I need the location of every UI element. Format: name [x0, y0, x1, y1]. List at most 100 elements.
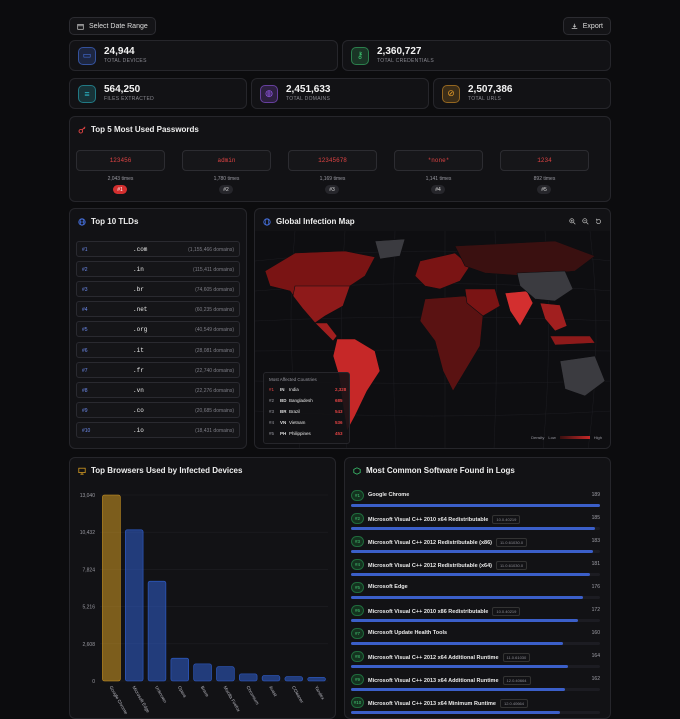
tld-rank: #8 — [82, 387, 88, 394]
tld-rank: #7 — [82, 367, 88, 374]
software-row[interactable]: #9 Microsoft Visual C++ 2013 x64 Addition… — [351, 672, 603, 692]
tld-name: .br — [133, 286, 144, 294]
x-tick-label: Unknown — [154, 685, 168, 704]
browsers-title: Top Browsers Used by Infected Devices — [91, 466, 243, 475]
software-name: Google Chrome — [368, 492, 410, 498]
density-label: Density — [531, 435, 545, 440]
tld-row[interactable]: #5 .org (40,549 domains) — [76, 321, 240, 338]
password-tile[interactable]: 1234 — [500, 150, 589, 171]
bar-2 — [147, 580, 167, 682]
affected-countries-title: Most Affected Countries — [269, 377, 317, 382]
zoom-out-icon[interactable] — [582, 218, 589, 225]
zoom-in-icon[interactable] — [569, 218, 576, 225]
country-count: 536 — [335, 420, 343, 425]
map-region-china[interactable] — [516, 270, 574, 302]
password-rank-badge: #1 — [113, 185, 127, 194]
software-row[interactable]: #6 Microsoft Visual C++ 2010 x86 Redistri… — [351, 603, 603, 623]
map-region-central-america[interactable] — [314, 322, 338, 342]
tld-rank: #10 — [82, 427, 91, 434]
software-name: Microsoft Update Health Tools — [368, 630, 448, 636]
password-tile[interactable]: 123456 — [76, 150, 165, 171]
software-row[interactable]: #5 Microsoft Edge 176 — [351, 580, 603, 600]
y-tick-label: 10,432 — [80, 530, 96, 536]
software-name-wrap: Microsoft Visual C++ 2013 x64 Additional… — [368, 676, 531, 685]
software-name: Microsoft Visual C++ 2013 x64 Minimum Ru… — [368, 701, 496, 707]
software-count: 176 — [591, 584, 600, 590]
bar-0 — [102, 494, 121, 682]
software-row[interactable]: #10 Microsoft Visual C++ 2013 x64 Minimum… — [351, 695, 603, 715]
software-name: Microsoft Visual C++ 2010 x64 Redistribu… — [368, 517, 489, 523]
country-count: 543 — [335, 409, 343, 414]
tld-row[interactable]: #3 .br (74,605 domains) — [76, 281, 240, 298]
stat-text: 24,944 TOTAL DEVICES — [104, 46, 147, 65]
password-rank-badge: #4 — [431, 185, 445, 194]
software-row[interactable]: #7 Microsoft Update Health Tools 160 — [351, 626, 603, 646]
map-region-greenland[interactable] — [374, 238, 406, 260]
map-region-india[interactable] — [504, 290, 534, 327]
tld-count: (20,685 domains) — [195, 407, 234, 414]
tld-row[interactable]: #10 .io (18,431 domains) — [76, 421, 240, 438]
software-bar-fill — [351, 550, 593, 553]
tld-name: .io — [133, 426, 144, 434]
software-bar-track — [351, 665, 600, 668]
software-bar-fill — [351, 573, 591, 576]
password-rank-badge: #2 — [219, 185, 233, 194]
software-row[interactable]: #3 Microsoft Visual C++ 2012 Redistributa… — [351, 534, 603, 554]
x-tick-label: Mozilla Firefox — [223, 685, 242, 713]
tld-count: (115,411 domains) — [193, 267, 234, 274]
tld-row[interactable]: #8 .vn (22,276 domains) — [76, 381, 240, 398]
reset-view-icon[interactable] — [595, 218, 602, 225]
bar-6 — [239, 673, 258, 682]
tld-row[interactable]: #4 .net (60,235 domains) — [76, 301, 240, 318]
country-rank: #2 — [269, 398, 275, 403]
software-rank-badge: #8 — [351, 651, 364, 662]
export-button[interactable]: Export — [562, 17, 611, 35]
software-bar-track — [351, 596, 600, 599]
map-region-middle-east[interactable] — [464, 288, 501, 317]
tld-row[interactable]: #7 .fr (22,740 domains) — [76, 361, 240, 378]
tld-row[interactable]: #9 .co (20,685 domains) — [76, 401, 240, 418]
password-times: 1,169 times — [319, 176, 346, 182]
bar-7 — [261, 675, 281, 682]
select-date-button[interactable]: Select Date Range — [69, 17, 156, 35]
software-row[interactable]: #8 Microsoft Visual C++ 2012 x64 Addition… — [351, 649, 603, 669]
software-bar-track — [351, 711, 600, 714]
stat-label: TOTAL URLS — [468, 96, 502, 102]
software-row[interactable]: #1 Google Chrome 189 — [351, 488, 603, 508]
map-region-usa[interactable] — [292, 285, 351, 324]
software-name-wrap: Microsoft Visual C++ 2012 x64 Additional… — [368, 653, 531, 662]
globe-icon — [263, 217, 271, 226]
tld-rank: #2 — [82, 267, 88, 274]
y-tick-label: 5,216 — [82, 605, 95, 611]
software-version: 12.0.40664 — [499, 699, 528, 708]
map-title-row: Global Infection Map — [263, 217, 355, 226]
software-name: Microsoft Visual C++ 2012 x64 Additional… — [368, 655, 499, 661]
map-region-southeast-asia[interactable] — [539, 302, 568, 332]
software-bar-fill — [351, 619, 578, 622]
software-name-wrap: Microsoft Visual C++ 2012 Redistributabl… — [368, 538, 528, 547]
software-row[interactable]: #4 Microsoft Visual C++ 2012 Redistributa… — [351, 557, 603, 577]
x-tick-label: Yandex — [314, 685, 326, 701]
software-count: 162 — [591, 676, 600, 682]
map-region-europe[interactable] — [414, 252, 471, 290]
tld-count: (18,431 domains) — [195, 427, 234, 434]
tld-rank: #4 — [82, 307, 88, 314]
tlds-card: Top 10 TLDs #1 .com (1,155,466 domains) #2.… — [69, 208, 247, 449]
password-tile[interactable]: 12345678 — [288, 150, 377, 171]
map-region-indonesia[interactable] — [549, 335, 596, 346]
software-bar-track — [351, 573, 600, 576]
tld-row[interactable]: #1 .com (1,155,466 domains) — [76, 241, 240, 257]
y-tick-label: 7,824 — [82, 567, 95, 573]
software-row[interactable]: #2 Microsoft Visual C++ 2010 x64 Redistri… — [351, 511, 603, 531]
password-times: 2,043 times — [107, 176, 134, 182]
password-tile[interactable]: admin — [182, 150, 271, 171]
stat-card-2: ⚷ 2,360,727 TOTAL CREDENTIALS — [342, 40, 611, 71]
map-region-australia[interactable] — [559, 355, 606, 397]
country-code: BR — [280, 409, 287, 414]
tld-row[interactable]: #2 .in (115,411 domains) — [76, 261, 240, 278]
password-rank-badge: #3 — [325, 185, 339, 194]
password-tile[interactable]: *none* — [394, 150, 483, 171]
tld-name: .it — [133, 346, 144, 354]
software-name-wrap: Microsoft Visual C++ 2010 x86 Redistribu… — [368, 607, 521, 616]
tld-row[interactable]: #6 .it (28,081 domains) — [76, 341, 240, 358]
